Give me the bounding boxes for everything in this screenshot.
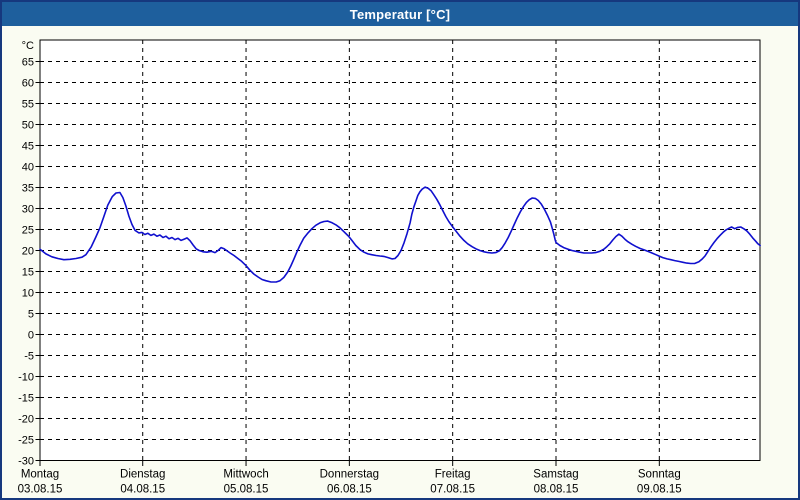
- temperature-plot: 65605550454035302520151050-5-10-15-20-25…: [18, 39, 761, 496]
- y-tick-label: 25: [22, 225, 34, 237]
- x-date-label: 08.08.15: [534, 484, 579, 496]
- x-date-label: 03.08.15: [18, 484, 63, 496]
- y-tick-label: 20: [22, 246, 34, 258]
- y-tick-label: 65: [22, 57, 34, 69]
- x-day-label: Mittwoch: [223, 469, 268, 481]
- y-tick-label: 60: [22, 78, 34, 90]
- chart-area: 65 60 55 50 45 40 35 30 25 20 15 10 5 0 -5 -10 -15 -20 -25…: [2, 26, 798, 498]
- y-tick-label: 15: [22, 267, 34, 279]
- x-date-label: 09.08.15: [637, 484, 682, 496]
- y-tick-label: 10: [22, 288, 34, 300]
- x-day-label: Freitag: [435, 469, 471, 481]
- y-tick-label: 35: [22, 183, 34, 195]
- y-tick-label: 40: [22, 162, 34, 174]
- y-tick-label: -5: [24, 351, 34, 363]
- y-tick-label: 5: [28, 309, 34, 321]
- x-date-label: 05.08.15: [224, 484, 269, 496]
- temperature-curve: [39, 186, 761, 283]
- y-tick-label: 50: [22, 120, 34, 132]
- y-tick-label: -30: [18, 456, 34, 468]
- y-axis-unit-label: °C: [22, 40, 34, 52]
- window-title: Temperatur [°C]: [349, 6, 451, 22]
- x-day-label: Montag: [21, 469, 59, 481]
- y-tick-label: -10: [18, 372, 34, 384]
- title-bar: Temperatur [°C]: [2, 2, 798, 26]
- x-day-label: Sonntag: [638, 469, 681, 481]
- x-date-label: 06.08.15: [327, 484, 372, 496]
- y-tick-label: -15: [18, 393, 34, 405]
- x-day-label: Dienstag: [120, 469, 165, 481]
- y-tick-label: 55: [22, 99, 34, 111]
- x-date-label: 07.08.15: [430, 484, 475, 496]
- y-tick-label: -20: [18, 414, 34, 426]
- y-tick-label: -25: [18, 435, 34, 447]
- plot-frame: [39, 39, 761, 461]
- y-tick-label: 45: [22, 141, 34, 153]
- x-day-label: Samstag: [533, 469, 578, 481]
- x-day-label: Donnerstag: [320, 469, 379, 481]
- y-tick-label: 0: [28, 330, 34, 342]
- y-tick-label: 30: [22, 204, 34, 216]
- x-date-label: 04.08.15: [120, 484, 165, 496]
